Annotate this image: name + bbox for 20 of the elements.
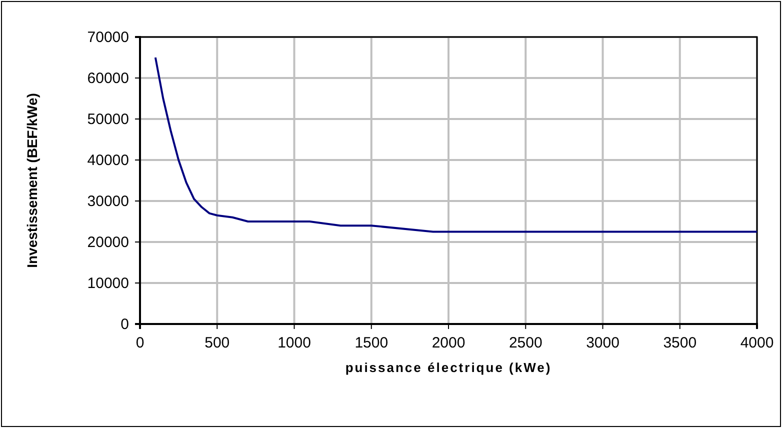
x-tick-label: 2500 — [508, 334, 542, 352]
y-tick-label: 70000 — [87, 28, 129, 46]
y-tick-label: 0 — [120, 316, 129, 333]
y-tick-label: 60000 — [87, 70, 129, 87]
y-tick-label: 40000 — [87, 152, 129, 169]
x-tick-label: 3500 — [663, 334, 697, 352]
x-tick-label: 1500 — [354, 334, 388, 352]
y-tick-label: 20000 — [87, 234, 129, 251]
x-tick-label: 4000 — [740, 334, 774, 352]
x-tick-label: 0 — [136, 334, 144, 352]
y-axis-title: Investissement (BEF/kWe) — [24, 93, 40, 268]
y-tick-label: 30000 — [87, 192, 129, 210]
x-tick-label: 1000 — [278, 334, 311, 352]
line-series — [154, 56, 758, 233]
x-tick-label: 500 — [204, 334, 230, 352]
y-tick-label: 50000 — [87, 110, 129, 128]
x-tick-label: 3000 — [586, 334, 620, 352]
x-axis-title: puissance électrique (kWe) — [345, 360, 552, 375]
x-tick-label: 2000 — [432, 334, 466, 352]
y-tick-label: 10000 — [87, 274, 129, 292]
